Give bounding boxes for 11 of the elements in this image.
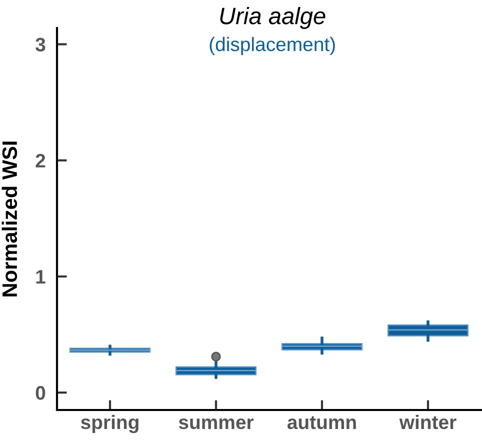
chart-subtitle: (displacement) bbox=[210, 36, 335, 56]
x-tick-label: winter bbox=[399, 414, 456, 430]
x-tick-label: autumn bbox=[287, 416, 356, 430]
x-tick-label: spring bbox=[80, 414, 138, 434]
x-tick-label: summer bbox=[178, 418, 254, 430]
y-tick-label: 1 bbox=[36, 270, 46, 284]
y-axis-title: Normalized WSI bbox=[2, 142, 18, 296]
y-tick-label: 2 bbox=[36, 154, 46, 168]
chart-title: Uria aalge bbox=[220, 6, 326, 30]
y-tick-label: 3 bbox=[36, 38, 46, 52]
y-tick-label: 0 bbox=[36, 386, 46, 400]
